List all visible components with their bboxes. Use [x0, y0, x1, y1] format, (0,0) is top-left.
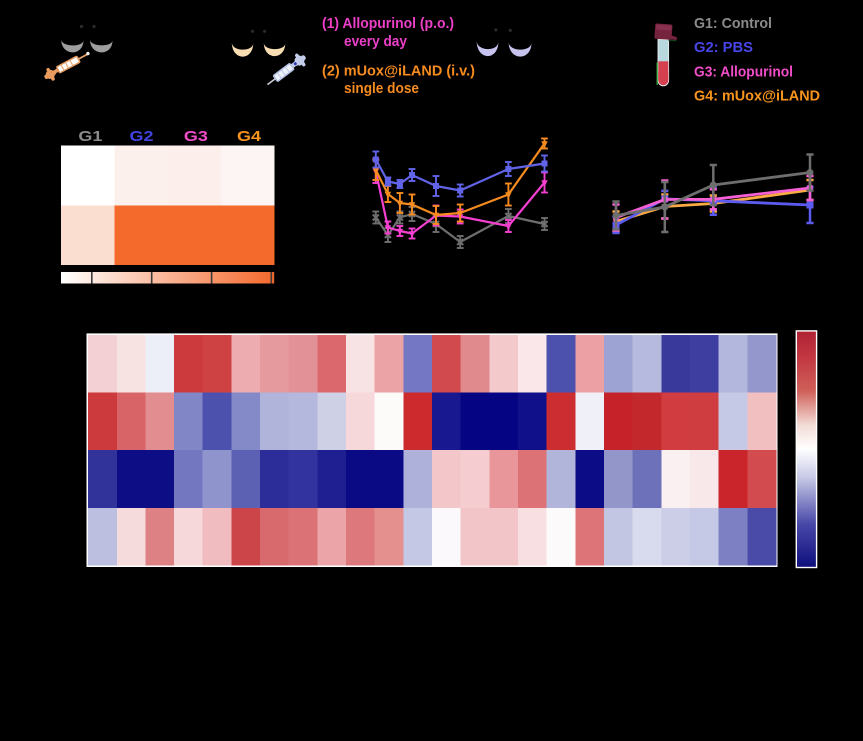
svg-text:single dose: single dose: [344, 81, 419, 97]
svg-text:G1: Control: G1: Control: [694, 15, 772, 32]
svg-text:(1) Allopurinol (p.o.): (1) Allopurinol (p.o.): [322, 16, 454, 32]
svg-text:G4: mUox@iLAND: G4: mUox@iLAND: [694, 88, 820, 105]
svg-text:G2: PBS: G2: PBS: [694, 39, 753, 56]
svg-text:G3: G3: [184, 128, 208, 145]
svg-text:G3: Allopurinol: G3: Allopurinol: [694, 64, 793, 81]
svg-text:G4: G4: [237, 128, 262, 145]
svg-text:G2: G2: [130, 128, 154, 145]
svg-text:G1: G1: [78, 128, 102, 145]
svg-text:every day: every day: [344, 34, 407, 50]
svg-text:(2) mUox@iLAND (i.v.): (2) mUox@iLAND (i.v.): [322, 64, 475, 80]
